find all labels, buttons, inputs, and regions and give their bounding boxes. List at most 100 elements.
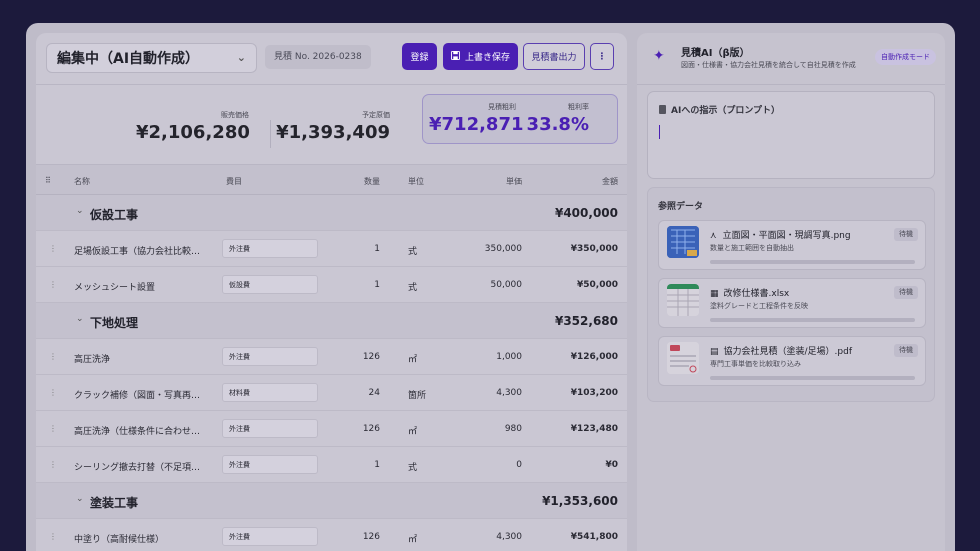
profit-rate-label: 粗利率 <box>568 103 589 111</box>
price-cell[interactable]: 4,300 <box>496 388 522 398</box>
item-name[interactable]: メッシュシート設置 <box>74 283 156 293</box>
chevron-down-icon[interactable]: ⌄ <box>76 206 84 216</box>
unit-cell[interactable]: 式 <box>408 247 418 257</box>
more-menu-button[interactable]: ⋮ <box>590 43 614 70</box>
item-name[interactable]: クラック補修（図面・写真再計算） <box>74 391 209 401</box>
estimate-panel: 編集中（AI自動作成） ⌄ 見積 No. 2026-0238 登録 上書き保存 … <box>36 33 627 551</box>
overwrite-save-label: 上書き保存 <box>464 53 510 63</box>
image-type-icon: ⋏ <box>710 231 717 241</box>
register-button[interactable]: 登録 <box>402 43 437 70</box>
table-row[interactable]: ⋮ 高圧洗浄 外注費 126 ㎡ 1,000 ¥126,000 <box>36 339 627 375</box>
more-icon: ⋮ <box>597 51 607 62</box>
planned-cost-value: ¥1,393,409 <box>276 122 390 143</box>
unit-cell[interactable]: 式 <box>408 283 418 293</box>
category-field[interactable]: 仮設費 <box>222 275 318 294</box>
file-name-text: 協力会社見積（塗装/足場）.pdf <box>723 347 853 357</box>
progress-bar <box>710 318 915 322</box>
col-qty: 数量 <box>364 177 380 186</box>
qty-cell[interactable]: 1 <box>374 460 380 470</box>
unit-cell[interactable]: ㎡ <box>408 355 418 365</box>
table-row[interactable]: ⋮ 足場仮設工事（協力会社比較反映） 外注費 1 式 350,000 ¥350,… <box>36 231 627 267</box>
category-field[interactable]: 外注費 <box>222 455 318 474</box>
image-icon <box>667 226 699 258</box>
chevron-down-icon: ⌄ <box>236 51 246 64</box>
category-field[interactable]: 外注費 <box>222 347 318 366</box>
table-header: ⠿ 名称 費目 数量 単位 単価 金額 <box>36 165 627 195</box>
category-field[interactable]: 材料費 <box>222 383 318 402</box>
export-label: 見積書出力 <box>531 53 577 63</box>
unit-cell[interactable]: ㎡ <box>408 535 418 545</box>
qty-cell[interactable]: 126 <box>362 352 380 362</box>
file-description: 数量と施工範囲を自動抽出 <box>710 244 794 252</box>
drag-handle-icon[interactable]: ⋮ <box>49 388 57 397</box>
qty-cell[interactable]: 126 <box>362 424 380 434</box>
profit-rate-value: 33.8% <box>526 114 589 135</box>
item-name[interactable]: 足場仮設工事（協力会社比較反映） <box>74 247 209 257</box>
price-cell[interactable]: 4,300 <box>496 532 522 542</box>
overwrite-save-button[interactable]: 上書き保存 <box>443 43 518 70</box>
chevron-down-icon[interactable]: ⌄ <box>76 494 84 504</box>
app-window: 編集中（AI自動作成） ⌄ 見積 No. 2026-0238 登録 上書き保存 … <box>26 23 955 551</box>
item-name[interactable]: 中塗り（高耐候仕様） <box>74 535 165 545</box>
drag-handle-icon[interactable]: ⋮ <box>49 352 57 361</box>
pdf-type-icon: ▤ <box>710 347 719 357</box>
price-cell[interactable]: 980 <box>504 424 522 434</box>
chevron-down-icon[interactable]: ⌄ <box>76 314 84 324</box>
col-category: 費目 <box>226 177 242 186</box>
table-row[interactable]: ⋮ メッシュシート設置 仮設費 1 式 50,000 ¥50,000 <box>36 267 627 303</box>
file-name: ▦ 改修仕様書.xlsx <box>710 286 789 299</box>
amount-cell: ¥126,000 <box>570 352 618 362</box>
price-cell[interactable]: 350,000 <box>484 244 522 254</box>
document-icon <box>659 105 666 114</box>
file-description: 塗料グレードと工程条件を反映 <box>710 302 808 310</box>
sparkle-icon: ✦ <box>653 48 665 64</box>
file-name: ⋏ 立面図・平面図・現調写真.png <box>710 228 851 241</box>
unit-cell[interactable]: 式 <box>408 463 418 473</box>
category-field[interactable]: 外注費 <box>222 527 318 546</box>
qty-cell[interactable]: 126 <box>362 532 380 542</box>
drag-handle-icon[interactable]: ⋮ <box>49 424 57 433</box>
qty-cell[interactable]: 1 <box>374 280 380 290</box>
group-row[interactable]: ⌄ 仮設工事 ¥400,000 <box>36 195 627 231</box>
reference-file-item[interactable]: ▤ 協力会社見積（塗装/足場）.pdf 専門工事単価を比較取り込み 待機 <box>658 336 926 386</box>
reference-file-item[interactable]: ⋏ 立面図・平面図・現調写真.png 数量と施工範囲を自動抽出 待機 <box>658 220 926 270</box>
table-row[interactable]: ⋮ クラック補修（図面・写真再計算） 材料費 24 箇所 4,300 ¥103,… <box>36 375 627 411</box>
col-amount: 金額 <box>602 177 618 186</box>
item-name[interactable]: シーリング撤去打替（不足項目追… <box>74 463 209 473</box>
sales-price-value: ¥2,106,280 <box>136 122 250 143</box>
group-row[interactable]: ⌄ 下地処理 ¥352,680 <box>36 303 627 339</box>
mode-badge[interactable]: 自動作成モード <box>875 49 936 65</box>
qty-cell[interactable]: 1 <box>374 244 380 254</box>
progress-bar <box>710 376 915 380</box>
category-field[interactable]: 外注費 <box>222 239 318 258</box>
unit-cell[interactable]: 箇所 <box>408 391 427 401</box>
item-name[interactable]: 高圧洗浄 <box>74 355 111 365</box>
reference-file-item[interactable]: ▦ 改修仕様書.xlsx 塗料グレードと工程条件を反映 待機 <box>658 278 926 328</box>
drag-handle-icon[interactable]: ⋮ <box>49 532 57 541</box>
unit-cell[interactable]: ㎡ <box>408 427 418 437</box>
item-name[interactable]: 高圧洗浄（仕様条件に合わせて再… <box>74 427 209 437</box>
reference-data: 参照データ ⋏ 立面図・平面図・現調写真.png 数量と施工範囲を自動抽出 待機 … <box>647 187 935 402</box>
price-cell[interactable]: 1,000 <box>496 352 522 362</box>
price-cell[interactable]: 50,000 <box>490 280 523 290</box>
price-cell[interactable]: 0 <box>516 460 522 470</box>
ai-panel-header: ✦ 見積AI（β版） 図面・仕様書・協力会社見積を統合して自社見積を作成 自動作… <box>637 33 945 85</box>
status-badge: 待機 <box>894 344 918 357</box>
table-row[interactable]: ⋮ シーリング撤去打替（不足項目追… 外注費 1 式 0 ¥0 <box>36 447 627 483</box>
group-row[interactable]: ⌄ 塗装工事 ¥1,353,600 <box>36 483 627 519</box>
category-field[interactable]: 外注費 <box>222 419 318 438</box>
qty-cell[interactable]: 24 <box>368 388 380 398</box>
prompt-input[interactable]: AIへの指示（プロンプト） <box>647 91 935 179</box>
table-row[interactable]: ⋮ 高圧洗浄（仕様条件に合わせて再… 外注費 126 ㎡ 980 ¥123,48… <box>36 411 627 447</box>
drag-handle-icon: ⠿ <box>45 176 51 185</box>
export-button[interactable]: 見積書出力 <box>523 43 585 70</box>
group-amount: ¥1,353,600 <box>542 494 618 508</box>
amount-cell: ¥123,480 <box>570 424 618 434</box>
table-type-icon: ▦ <box>710 289 719 299</box>
drag-handle-icon[interactable]: ⋮ <box>49 244 57 253</box>
drag-handle-icon[interactable]: ⋮ <box>49 280 57 289</box>
drag-handle-icon[interactable]: ⋮ <box>49 460 57 469</box>
table-row[interactable]: ⋮ 中塗り（高耐候仕様） 外注費 126 ㎡ 4,300 ¥541,800 <box>36 519 627 551</box>
status-select[interactable]: 編集中（AI自動作成） ⌄ <box>46 43 257 73</box>
prompt-label-text: AIへの指示（プロンプト） <box>671 106 781 116</box>
